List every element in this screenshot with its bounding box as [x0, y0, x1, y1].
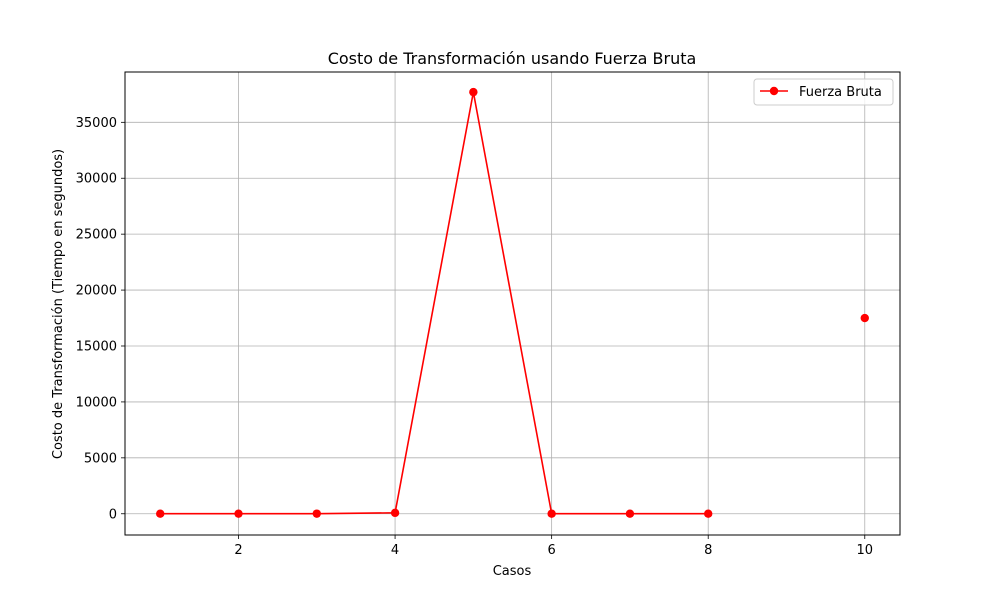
legend-marker-sample: [769, 86, 779, 96]
x-tick-label: 6: [548, 543, 556, 558]
series-layer: [156, 87, 869, 518]
y-tick-label: 15000: [76, 339, 117, 354]
y-axis-label: Costo de Transformación (Tiempo en segun…: [51, 149, 66, 459]
x-tick-label: 4: [391, 543, 399, 558]
y-tick-label: 0: [109, 507, 117, 522]
y-tick-label: 20000: [76, 284, 117, 299]
data-point: [860, 313, 869, 323]
data-point: [704, 509, 713, 518]
x-ticks: 2 4 6 8 10: [234, 535, 873, 558]
y-ticks: 0 5000 10000 15000 20000 25000 30000 35000: [76, 116, 125, 522]
legend-box: [753, 78, 894, 106]
x-tick-label: 8: [704, 543, 712, 558]
series-line: [160, 91, 709, 515]
x-tick-label: 10: [856, 543, 873, 558]
y-tick-label: 30000: [76, 172, 117, 187]
data-point: [156, 509, 165, 518]
data-point: [234, 509, 243, 518]
y-tick-label: 35000: [76, 116, 117, 131]
data-point: [547, 509, 556, 518]
plot-frame: [124, 71, 901, 536]
data-point: [469, 87, 478, 97]
x-axis-label: Casos: [493, 564, 532, 579]
y-tick-label: 5000: [84, 451, 117, 466]
x-tick-label: 2: [234, 543, 242, 558]
y-tick-label: 25000: [76, 228, 117, 243]
data-point: [390, 508, 400, 518]
legend-label: Fuerza Bruta: [799, 85, 882, 100]
data-point: [312, 509, 321, 518]
data-point: [625, 509, 635, 518]
y-tick-label: 10000: [76, 395, 117, 410]
chart-title: Costo de Transformación usando Fuerza Br…: [328, 49, 697, 68]
legend: Fuerza Bruta: [753, 78, 894, 106]
